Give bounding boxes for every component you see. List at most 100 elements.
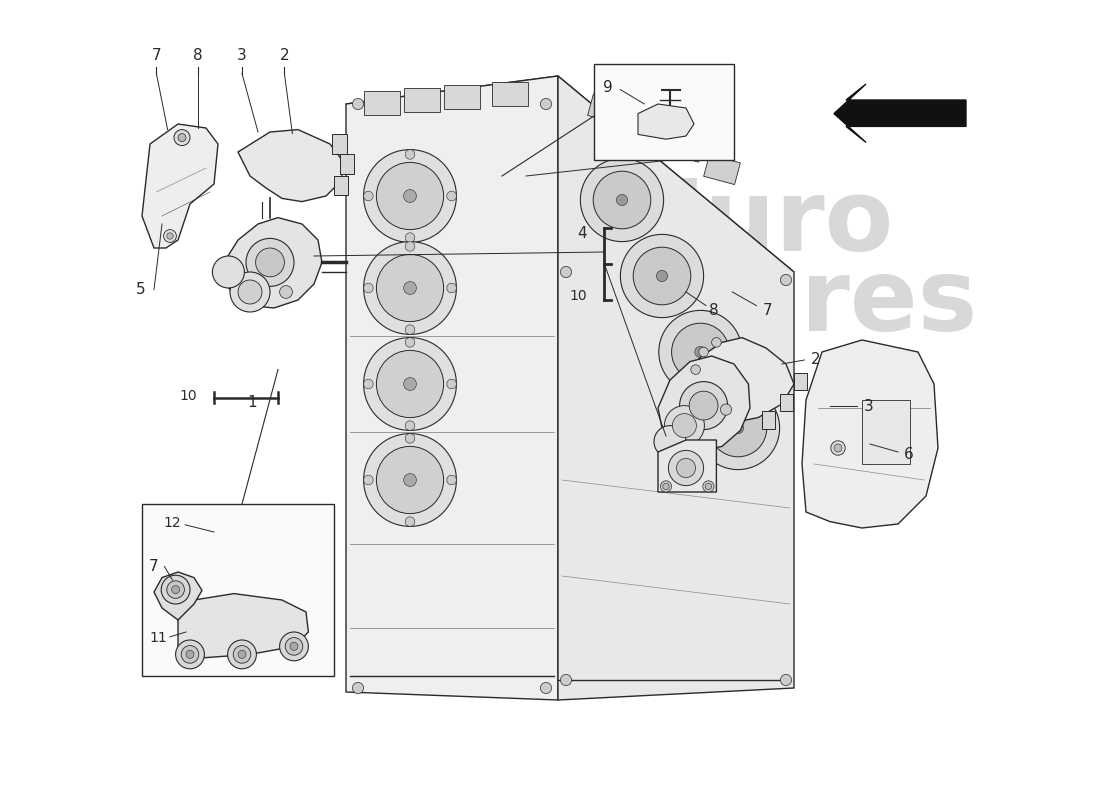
Circle shape (447, 379, 456, 389)
Circle shape (664, 406, 704, 446)
Polygon shape (222, 218, 322, 308)
Circle shape (657, 270, 668, 282)
Bar (364, 91, 399, 115)
Text: 11: 11 (150, 631, 167, 646)
Circle shape (691, 365, 701, 374)
Text: 1: 1 (248, 395, 257, 410)
Circle shape (616, 194, 628, 206)
Circle shape (663, 483, 669, 490)
Circle shape (690, 391, 718, 420)
Circle shape (672, 414, 696, 438)
Circle shape (376, 254, 443, 322)
Polygon shape (154, 572, 202, 620)
Circle shape (780, 674, 792, 686)
Bar (587, 94, 625, 124)
Circle shape (364, 434, 456, 526)
Circle shape (172, 586, 179, 594)
Circle shape (186, 650, 194, 658)
Circle shape (352, 98, 364, 110)
Circle shape (167, 233, 173, 239)
Circle shape (238, 280, 262, 304)
Circle shape (178, 134, 186, 142)
Bar (762, 411, 774, 429)
Circle shape (405, 242, 415, 251)
Circle shape (404, 282, 417, 294)
Circle shape (364, 242, 456, 334)
Circle shape (447, 475, 456, 485)
Polygon shape (346, 76, 794, 300)
Circle shape (733, 422, 744, 434)
Bar (862, 400, 910, 464)
Polygon shape (638, 104, 694, 139)
Circle shape (376, 162, 443, 230)
Polygon shape (834, 84, 966, 142)
Polygon shape (802, 340, 938, 528)
Circle shape (164, 230, 176, 242)
Bar (704, 154, 740, 185)
Circle shape (405, 233, 415, 242)
Circle shape (364, 338, 456, 430)
Circle shape (672, 323, 729, 381)
Circle shape (376, 446, 443, 514)
Circle shape (659, 310, 742, 394)
Circle shape (834, 444, 842, 452)
Circle shape (212, 256, 244, 288)
Text: 7: 7 (152, 49, 162, 63)
Text: Ghibli: Ghibli (504, 415, 563, 433)
Circle shape (710, 399, 767, 457)
Circle shape (830, 441, 845, 455)
Polygon shape (658, 440, 716, 492)
Text: 10: 10 (569, 289, 586, 303)
Circle shape (660, 481, 672, 492)
Circle shape (352, 682, 364, 694)
Text: 9: 9 (603, 81, 613, 95)
Circle shape (447, 283, 456, 293)
Text: 8: 8 (710, 303, 718, 318)
Circle shape (405, 517, 415, 526)
Circle shape (364, 379, 373, 389)
Circle shape (290, 642, 298, 650)
Text: 12: 12 (164, 516, 182, 530)
Circle shape (285, 638, 303, 655)
Polygon shape (142, 124, 218, 248)
Circle shape (162, 575, 190, 604)
Bar (444, 85, 480, 109)
Circle shape (376, 350, 443, 418)
Circle shape (279, 632, 308, 661)
Polygon shape (346, 76, 558, 700)
Circle shape (230, 272, 270, 312)
Circle shape (447, 191, 456, 201)
Bar (142, 504, 334, 676)
Text: 3: 3 (238, 49, 246, 63)
Text: a passion for 1985: a passion for 1985 (418, 527, 602, 561)
Text: 2: 2 (279, 49, 289, 63)
Circle shape (228, 640, 256, 669)
Text: 10: 10 (179, 389, 197, 403)
Circle shape (405, 150, 415, 159)
Circle shape (705, 483, 712, 490)
Bar (628, 110, 664, 140)
Circle shape (174, 130, 190, 146)
Circle shape (404, 190, 417, 202)
Circle shape (255, 248, 285, 277)
Bar (668, 132, 704, 162)
Text: 5: 5 (135, 282, 145, 297)
Circle shape (233, 646, 251, 663)
Polygon shape (238, 130, 342, 202)
Text: Maserati: Maserati (460, 344, 584, 368)
Text: spares: spares (603, 255, 978, 353)
Text: 7: 7 (150, 559, 158, 574)
Circle shape (238, 650, 246, 658)
Polygon shape (178, 594, 308, 660)
Circle shape (712, 338, 722, 347)
Polygon shape (658, 356, 750, 451)
Bar (594, 64, 734, 160)
Circle shape (246, 238, 294, 286)
Circle shape (680, 382, 727, 430)
Text: Euro: Euro (637, 175, 894, 273)
Circle shape (364, 150, 456, 242)
Circle shape (669, 450, 704, 486)
Circle shape (654, 426, 686, 458)
Text: 6: 6 (903, 447, 913, 462)
Circle shape (540, 682, 551, 694)
